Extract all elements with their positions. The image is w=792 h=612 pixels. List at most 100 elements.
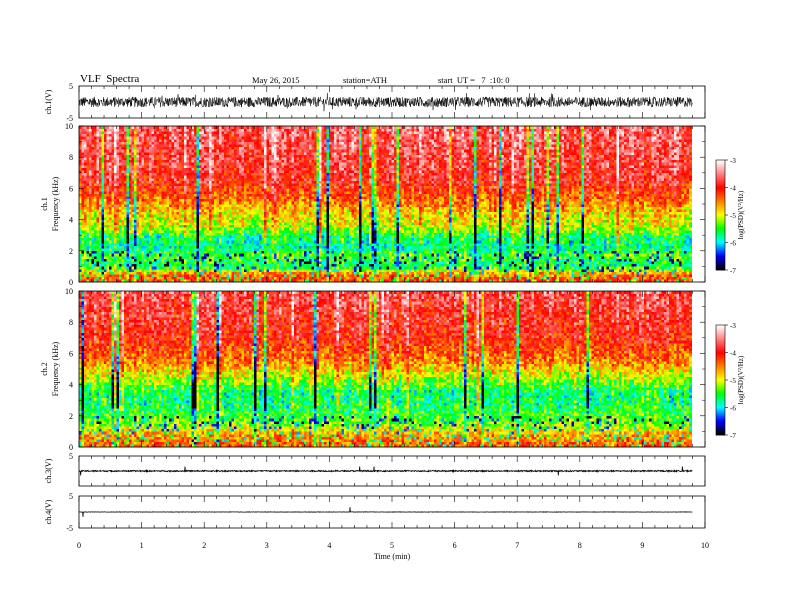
psd-cell [162, 274, 165, 277]
psd-cell [117, 269, 120, 272]
psd-cell [232, 277, 235, 280]
psd-cell [279, 266, 282, 269]
psd-cell [212, 266, 215, 269]
psd-cell [622, 277, 625, 280]
psd-cell [664, 266, 667, 269]
psd-cell [352, 266, 355, 269]
psd-cell [669, 272, 672, 275]
psd-cell [639, 272, 642, 275]
psd-cell [304, 264, 307, 267]
psd-cell [447, 274, 450, 277]
psd-cell [214, 266, 217, 269]
psd-cell [107, 269, 110, 272]
psd-cell [532, 264, 535, 267]
psd-cell [609, 266, 612, 269]
psd-cell [637, 266, 640, 269]
psd-cell [82, 266, 85, 269]
psd-cell [109, 269, 112, 272]
psd-cell [274, 274, 277, 277]
psd-cell [554, 266, 557, 269]
psd-cell [544, 264, 547, 267]
psd-cell [472, 277, 475, 280]
psd-cell [207, 261, 210, 264]
psd-cell [437, 272, 440, 275]
psd-cell [467, 274, 470, 277]
psd-cell [647, 264, 650, 267]
psd-cell [97, 264, 100, 267]
psd-cell [209, 274, 212, 277]
psd-cell [264, 272, 267, 275]
psd-cell [187, 277, 190, 280]
psd-cell [84, 264, 87, 267]
psd-cell [277, 264, 280, 267]
psd-cell [269, 261, 272, 264]
psd-cell [232, 266, 235, 269]
psd-cell [202, 264, 205, 267]
psd-cell [244, 261, 247, 264]
psd-cell [302, 277, 305, 280]
psd-cell [529, 264, 532, 267]
psd-cell [149, 261, 152, 264]
psd-cell [587, 274, 590, 277]
psd-cell [644, 269, 647, 272]
psd-cell [394, 264, 397, 267]
psd-cell [622, 264, 625, 267]
psd-cell [627, 272, 630, 275]
psd-cell [334, 277, 337, 280]
psd-cell [302, 264, 305, 267]
psd-cell [164, 269, 167, 272]
psd-cell [292, 266, 295, 269]
psd-cell [164, 266, 167, 269]
psd-cell [669, 266, 672, 269]
psd-cell [654, 277, 657, 280]
psd-cell [134, 264, 137, 267]
psd-cell [377, 274, 380, 277]
psd-cell [514, 269, 517, 272]
psd-cell [509, 272, 512, 275]
psd-cell [304, 272, 307, 275]
psd-cell [649, 277, 652, 280]
psd-cell [167, 274, 170, 277]
psd-cell [229, 269, 232, 272]
psd-cell [344, 264, 347, 267]
psd-cell [639, 264, 642, 267]
psd-cell [564, 264, 567, 267]
psd-cell [237, 261, 240, 264]
psd-cell [549, 269, 552, 272]
psd-cell [619, 277, 622, 280]
psd-cell [387, 266, 390, 269]
psd-cell [497, 266, 500, 269]
psd-cell [409, 274, 412, 277]
psd-cell [539, 269, 542, 272]
vlf-figure: 5-50246810024681055-5 ch.1(V)ch.1 Frequen… [0, 0, 792, 612]
psd-cell [449, 266, 452, 269]
psd-cell [124, 274, 127, 277]
psd-cell [599, 264, 602, 267]
psd-cell [209, 261, 212, 264]
psd-cell [217, 266, 220, 269]
psd-cell [364, 277, 367, 280]
psd-cell [322, 274, 325, 277]
psd-cell [439, 277, 442, 280]
psd-cell [94, 272, 97, 275]
psd-cell [612, 269, 615, 272]
psd-cell [137, 277, 140, 280]
psd-cell [437, 266, 440, 269]
psd-cell [672, 272, 675, 275]
psd-cell [344, 266, 347, 269]
psd-cell [99, 261, 102, 264]
psd-cell [432, 269, 435, 272]
psd-cell [607, 266, 610, 269]
psd-cell [319, 264, 322, 267]
psd-cell [247, 266, 250, 269]
psd-cell [539, 277, 542, 280]
psd-cell [347, 274, 350, 277]
psd-cell [282, 266, 285, 269]
psd-cell [244, 269, 247, 272]
psd-cell [272, 266, 275, 269]
psd-cell [652, 274, 655, 277]
psd-cell [559, 266, 562, 269]
psd-cell [529, 274, 532, 277]
psd-cell [204, 272, 207, 275]
psd-cell [329, 264, 332, 267]
